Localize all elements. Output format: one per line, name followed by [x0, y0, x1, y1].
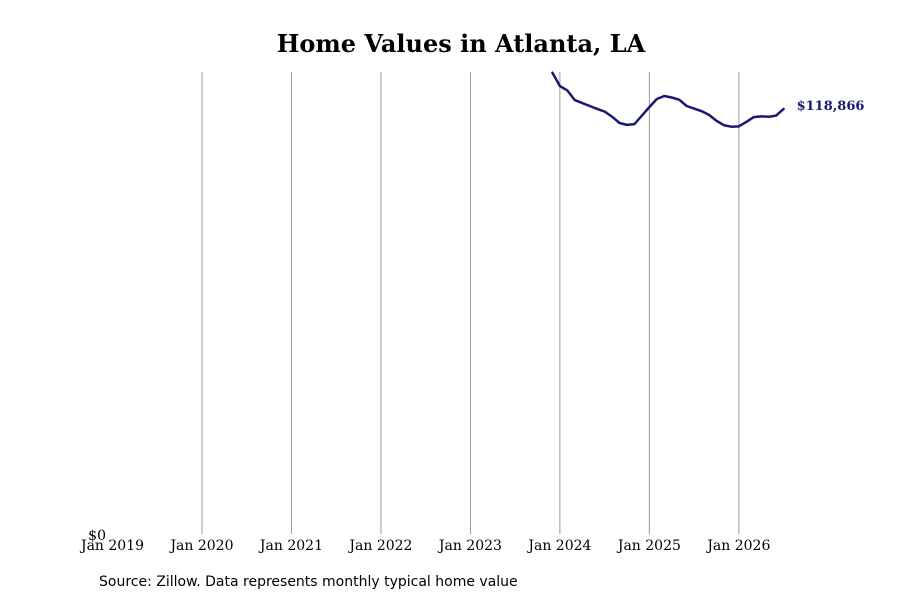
x-tick-label: Jan 2023	[437, 538, 502, 554]
series-layer	[551, 71, 785, 128]
gridlines	[201, 72, 740, 534]
x-tick-label: Jan 2019	[79, 538, 144, 554]
x-tick-label: Jan 2025	[616, 538, 681, 554]
x-tick-label: Jan 2022	[347, 538, 412, 554]
series-line	[551, 71, 785, 128]
chart-title: Home Values in Atlanta, LA	[276, 29, 646, 58]
x-axis-tick-labels: Jan 2019 Jan 2020 Jan 2021 Jan 2022 Jan 2023…	[79, 538, 770, 554]
last-value-label: $118,866	[797, 99, 865, 114]
x-tick-label: Jan 2020	[168, 538, 233, 554]
x-tick-label: Jan 2021	[258, 538, 323, 554]
data-labels: $118,866	[797, 99, 865, 114]
y-axis-tick-labels: $0	[88, 528, 106, 544]
x-tick-label: Jan 2024	[526, 538, 591, 554]
y-tick-label: $0	[88, 528, 106, 544]
source-note: Source: Zillow. Data represents monthly …	[99, 574, 518, 590]
x-tick-label: Jan 2026	[705, 538, 770, 554]
